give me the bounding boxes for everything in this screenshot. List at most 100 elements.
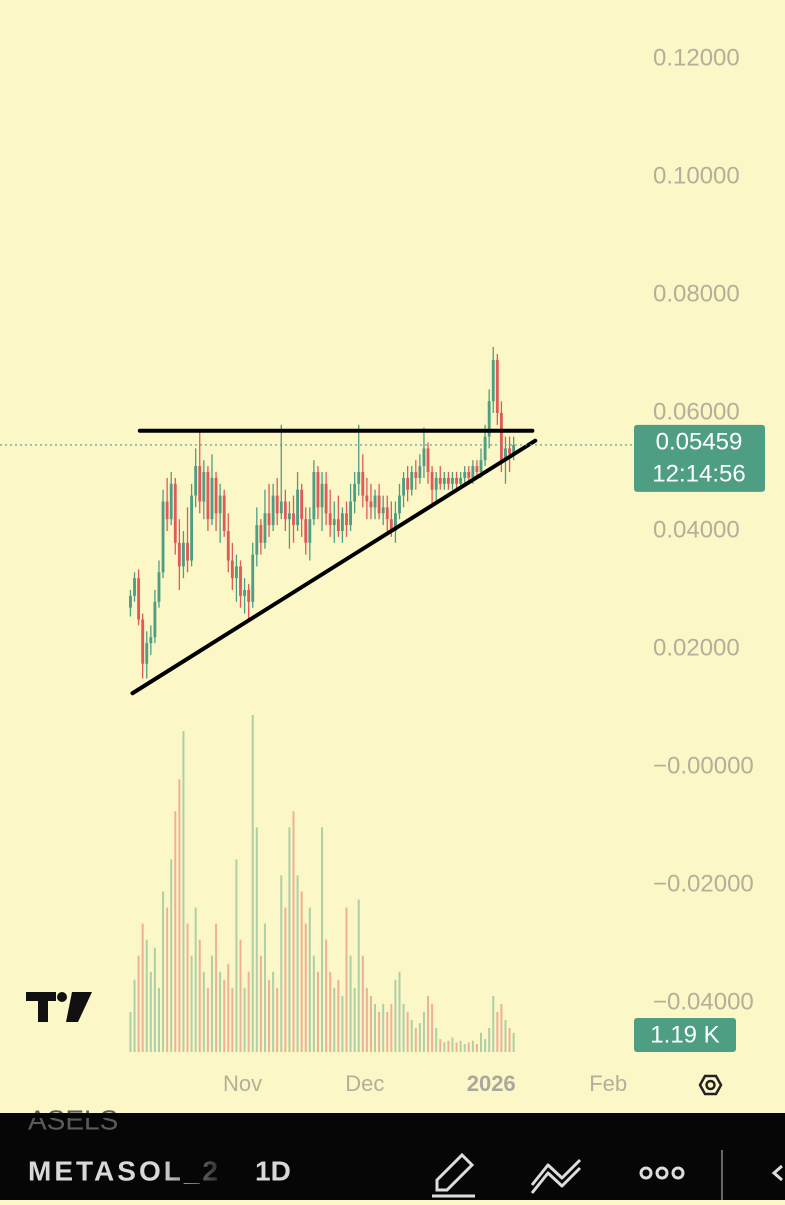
candle-body [198, 466, 202, 502]
candle-body [357, 472, 361, 484]
candle-body [210, 477, 214, 520]
volume-bar [145, 939, 148, 1052]
volume-bar [141, 923, 144, 1052]
volume-bar [202, 971, 205, 1052]
candle-body [479, 460, 483, 472]
more-button[interactable] [639, 1166, 685, 1180]
candle-body [161, 501, 165, 573]
volume-bar [361, 955, 364, 1052]
volume-bar [231, 987, 234, 1052]
candle-body [373, 495, 377, 508]
volume-bar [414, 1027, 417, 1052]
candle-body [182, 542, 185, 567]
candle-body [353, 483, 357, 502]
draw-button[interactable] [432, 1152, 475, 1198]
candle-body [393, 513, 397, 531]
candle-body [292, 513, 295, 526]
candle-body [324, 483, 328, 514]
candle-body [243, 590, 247, 596]
volume-bar [508, 1027, 511, 1052]
candle-body [255, 525, 259, 555]
volume-bar [210, 955, 213, 1052]
y-tick-label: 0.12000 [653, 44, 740, 71]
volume-bar [374, 1003, 377, 1052]
volume-bar [390, 1003, 393, 1052]
volume-bar [463, 1043, 466, 1052]
symbol[interactable]: METASOL_2 [28, 1155, 218, 1186]
volume-bar [471, 1040, 474, 1052]
volume-bar [288, 827, 291, 1052]
volume-bar [398, 971, 401, 1052]
volume-bar [247, 971, 250, 1052]
last-volume-label: 1.19 K [650, 1021, 719, 1048]
volume-bar [259, 955, 262, 1052]
candle-body [369, 501, 373, 508]
volume-bar [263, 923, 266, 1052]
candle-body [328, 513, 332, 526]
candle-body [271, 495, 275, 526]
interval[interactable]: 1D [255, 1155, 291, 1186]
indicators-button[interactable] [530, 1158, 582, 1194]
volume-bar [488, 1027, 491, 1052]
candle-body [442, 477, 446, 484]
settings-button[interactable] [698, 1074, 723, 1096]
candle-body [165, 501, 169, 520]
candle-body [137, 578, 141, 620]
candle-body [141, 619, 145, 664]
candle-body [426, 448, 430, 472]
volume-bar [427, 995, 430, 1052]
candle-body [235, 566, 238, 579]
volume-bar [284, 907, 287, 1052]
candle-body [414, 472, 418, 478]
volume-bar [166, 907, 169, 1052]
candle-body [491, 359, 495, 402]
plot: 0.12000 0.10000 0.08000 0.06000 0.04000 0.020… [0, 44, 765, 1096]
volume-bar [170, 859, 173, 1052]
candle-body [157, 572, 161, 602]
candle-body [279, 501, 283, 514]
candle-body [471, 466, 475, 478]
y-tick-label: −0.00000 [653, 752, 754, 779]
candle-body [173, 483, 177, 543]
volume-bar [296, 875, 299, 1052]
collapse-button[interactable] [771, 1164, 783, 1182]
candle-body [308, 519, 312, 543]
candle-body [434, 477, 438, 490]
volume-bar [215, 923, 218, 1052]
candle-body [340, 513, 344, 531]
candle-body [169, 483, 173, 520]
trend-line [130, 438, 538, 696]
candle-body [153, 601, 157, 638]
candle-body [459, 477, 463, 484]
volume-bar [337, 979, 340, 1052]
candle-body [239, 566, 242, 596]
candle-body [430, 472, 434, 490]
candle-body [483, 436, 487, 461]
candle-body [499, 413, 503, 461]
volume-bar [349, 955, 352, 1052]
volume-bar [280, 875, 283, 1052]
volume-bar [276, 987, 279, 1052]
y-tick-label: 0.04000 [653, 516, 740, 543]
candle-body [251, 554, 255, 602]
candle-body [300, 489, 304, 520]
candle-body [418, 466, 422, 478]
candle-body [226, 531, 230, 561]
candle-body [463, 472, 467, 478]
price-badge [634, 424, 765, 492]
x-tick-label: Nov [223, 1071, 262, 1096]
volume-bar [480, 1032, 483, 1052]
volume-bar [341, 995, 344, 1052]
candle-body [304, 519, 308, 543]
volume-bar [353, 987, 356, 1052]
volume-bar [149, 971, 152, 1052]
candle-body [230, 560, 234, 579]
candle-body [467, 472, 471, 478]
volume-bar [369, 995, 372, 1052]
candle-body [263, 513, 267, 543]
candle-body [389, 519, 393, 531]
volume-bar [239, 939, 242, 1052]
volume-bar [129, 1011, 132, 1052]
volume-bar [182, 731, 185, 1052]
